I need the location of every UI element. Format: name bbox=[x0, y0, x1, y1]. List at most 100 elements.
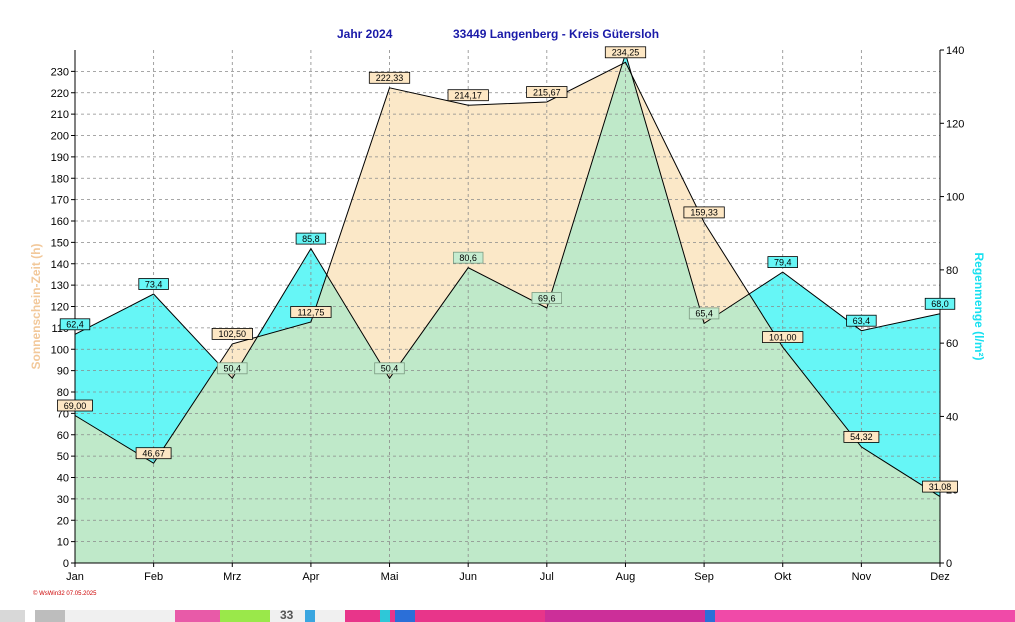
sunshine-data-label-box bbox=[57, 399, 93, 412]
sunshine-data-label-text: 69,00 bbox=[64, 401, 87, 411]
x-tick-label: Aug bbox=[616, 571, 636, 583]
rain-data-label-box bbox=[295, 232, 327, 245]
left-tick-label: 200 bbox=[51, 131, 69, 143]
x-tick-label: Jun bbox=[459, 571, 477, 583]
strip-text: 33 bbox=[280, 610, 294, 622]
sunshine-data-label-text: 214,17 bbox=[454, 91, 482, 101]
right-tick-label: 100 bbox=[946, 192, 964, 204]
sunshine-data-label: 69,00 bbox=[57, 399, 93, 412]
right-tick-label: 120 bbox=[946, 118, 964, 130]
sunshine-data-label-text: 215,67 bbox=[533, 87, 561, 97]
sunshine-data-label-text: 112,75 bbox=[297, 307, 324, 317]
sunshine-data-label-box bbox=[683, 206, 725, 219]
rain-data-label: 63,4 bbox=[846, 314, 877, 327]
left-tick-label: 180 bbox=[51, 173, 69, 185]
sunshine-data-label-box bbox=[135, 447, 172, 460]
x-tick-label: Nov bbox=[852, 571, 872, 583]
rain-data-label-text: 50,4 bbox=[381, 364, 399, 374]
x-tick-label: Jul bbox=[540, 571, 554, 583]
rain-data-label-text: 63,4 bbox=[853, 316, 871, 326]
right-axis-label: Regenmenge (l/m²) bbox=[972, 252, 986, 360]
rain-data-label-text: 85,8 bbox=[302, 234, 320, 244]
sunshine-data-label-box bbox=[368, 71, 411, 84]
right-tick-label: 140 bbox=[946, 45, 964, 57]
rain-data-label-box bbox=[688, 307, 720, 320]
sunshine-data-label-box bbox=[526, 86, 568, 98]
sunshine-data-label-box bbox=[604, 46, 647, 59]
chart-year-title: Jahr 2024 bbox=[337, 27, 393, 41]
left-tick-label: 30 bbox=[57, 494, 69, 506]
rain-data-label-box bbox=[217, 362, 248, 375]
left-tick-label: 230 bbox=[51, 66, 69, 78]
sunshine-data-label: 112,75 bbox=[290, 306, 332, 318]
rain-data-label: 69,6 bbox=[531, 292, 563, 304]
rain-data-label-text: 79,4 bbox=[774, 257, 792, 267]
sunshine-data-label-text: 222,33 bbox=[376, 73, 404, 83]
sunshine-data-label-box bbox=[762, 331, 804, 344]
chart-station-title: 33449 Langenberg - Kreis Gütersloh bbox=[453, 27, 659, 41]
sunshine-data-label-box bbox=[843, 430, 880, 443]
area-fills bbox=[75, 53, 940, 564]
rain-data-label-text: 62,4 bbox=[66, 320, 84, 330]
left-tick-label: 90 bbox=[57, 366, 69, 378]
left-tick-label: 130 bbox=[51, 280, 69, 292]
right-tick-label: 60 bbox=[946, 338, 958, 350]
rain-data-label-text: 69,6 bbox=[538, 293, 556, 303]
left-tick-label: 0 bbox=[63, 558, 69, 570]
x-tick-label: Mai bbox=[381, 571, 399, 583]
sunshine-data-label-box bbox=[922, 480, 958, 493]
sunshine-data-label-box bbox=[211, 327, 253, 340]
rain-data-label: 50,4 bbox=[374, 362, 405, 375]
rain-data-label-box bbox=[138, 278, 169, 290]
rain-data-label-text: 68,0 bbox=[931, 299, 949, 309]
sunshine-data-label: 31,08 bbox=[922, 480, 958, 493]
rain-data-label-box bbox=[924, 297, 956, 310]
sunshine-data-label-box bbox=[447, 89, 489, 102]
x-tick-label: Sep bbox=[694, 571, 714, 583]
rain-data-label-box bbox=[846, 314, 877, 327]
data-labels: 69,00 46,67 102,50 112,75 222,33 214,17 215,67… bbox=[57, 46, 958, 493]
credit-text: © WsWin32 07.05.2025 bbox=[33, 590, 97, 597]
left-axis-label: Sonnenschein-Zeit (h) bbox=[29, 243, 43, 369]
rain-data-label-box bbox=[59, 318, 91, 331]
sunshine-data-label: 54,32 bbox=[843, 430, 880, 443]
left-tick-label: 140 bbox=[51, 259, 69, 271]
left-tick-label: 120 bbox=[51, 302, 69, 314]
x-tick-label: Jan bbox=[66, 571, 84, 583]
sunshine-data-label: 214,17 bbox=[447, 89, 489, 102]
rain-data-label-text: 73,4 bbox=[145, 279, 163, 289]
sunshine-data-label-text: 159,33 bbox=[690, 208, 718, 218]
sunshine-data-label-text: 54,32 bbox=[850, 432, 873, 442]
left-tick-label: 160 bbox=[51, 216, 69, 228]
x-tick-label: Dez bbox=[930, 571, 950, 583]
overlap-area bbox=[75, 62, 940, 563]
left-tick-label: 40 bbox=[57, 473, 69, 485]
sunshine-data-label: 101,00 bbox=[762, 331, 804, 344]
rain-data-label: 79,4 bbox=[767, 256, 798, 269]
sunshine-data-label: 222,33 bbox=[368, 71, 411, 84]
rain-data-label-text: 50,4 bbox=[224, 364, 242, 374]
left-tick-label: 60 bbox=[57, 430, 69, 442]
rain-data-label-box bbox=[531, 292, 563, 304]
rain-data-label: 65,4 bbox=[688, 307, 720, 320]
rain-data-label: 80,6 bbox=[452, 251, 484, 264]
sunshine-data-label-text: 234,25 bbox=[612, 48, 640, 58]
sunshine-data-label-box bbox=[290, 306, 332, 318]
left-tick-label: 10 bbox=[57, 537, 69, 549]
x-tick-label: Apr bbox=[302, 571, 319, 583]
sunshine-data-label-text: 31,08 bbox=[929, 482, 952, 492]
sunshine-data-label-text: 101,00 bbox=[769, 332, 797, 342]
sunshine-data-label: 102,50 bbox=[211, 327, 253, 340]
rain-data-label-text: 65,4 bbox=[695, 309, 713, 319]
sunshine-data-label-text: 102,50 bbox=[219, 329, 247, 339]
rain-data-label-box bbox=[452, 251, 484, 264]
left-tick-label: 170 bbox=[51, 195, 69, 207]
x-tick-label: Mrz bbox=[223, 571, 241, 583]
sunshine-data-label: 234,25 bbox=[604, 46, 647, 59]
rain-data-label: 50,4 bbox=[217, 362, 248, 375]
left-tick-label: 190 bbox=[51, 152, 69, 164]
right-tick-label: 40 bbox=[946, 411, 958, 423]
rain-data-label-box bbox=[767, 256, 798, 269]
rain-data-label: 85,8 bbox=[295, 232, 327, 245]
